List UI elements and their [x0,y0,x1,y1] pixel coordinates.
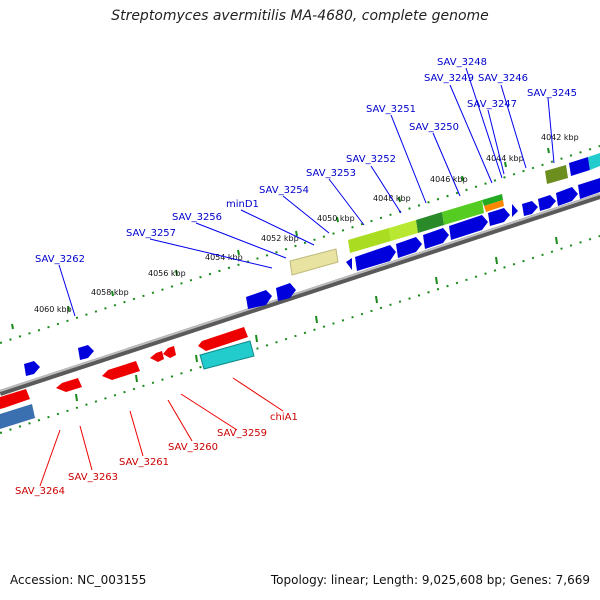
gene-feature[interactable] [488,208,510,226]
tick-4054 [237,249,240,256]
scale-label: 4052 kbp [261,234,299,243]
scale-label: 4050 kbp [317,214,355,223]
gene-label-sav-3259[interactable]: SAV_3259 [217,428,267,439]
callouts-forward [58,67,555,317]
gene-feature[interactable] [396,237,422,258]
gene-label-sav-3248[interactable]: SAV_3248 [437,57,487,68]
gene-feature[interactable] [522,201,538,216]
gene-label-sav-3247[interactable]: SAV_3247 [467,99,517,110]
gene-label-sav-3253[interactable]: SAV_3253 [306,168,356,179]
gene-feature[interactable] [24,361,40,376]
gene-feature[interactable] [0,404,35,429]
map-title: Streptomyces avermitilis MA-4680, comple… [111,8,489,24]
major-ticks-forward [11,147,550,330]
gene-label-sav-3246[interactable]: SAV_3246 [478,73,528,84]
scale-label: 4042 kbp [541,133,579,142]
gene-feature[interactable] [416,212,444,233]
gene-label-sav-3260[interactable]: SAV_3260 [168,442,218,453]
gene-label-sav-3256[interactable]: SAV_3256 [172,212,222,223]
gene-feature[interactable] [348,228,391,253]
gene-label-sav-3249[interactable]: SAV_3249 [424,73,474,84]
scale-label: 4056 kbp [148,269,186,278]
gene-feature[interactable] [346,258,352,270]
gene-feature[interactable] [588,153,600,170]
forward-gene-labels: SAV_3248 SAV_3249 SAV_3246 SAV_3245 SAV_… [35,57,577,265]
gene-feature[interactable] [569,157,590,176]
gene-feature[interactable] [556,187,578,206]
genome-summary-label: Topology: linear; Length: 9,025,608 bp; … [270,573,590,587]
scale-label: 4054 kbp [205,253,243,262]
tick-4044 [504,161,507,168]
gene-label-sav-3264[interactable]: SAV_3264 [15,486,65,497]
tick-4060 [67,305,70,312]
gene-label-sav-3254[interactable]: SAV_3254 [259,185,309,196]
gene-feature[interactable] [442,200,484,225]
gene-label-chia1[interactable]: chiA1 [270,412,298,423]
gene-feature[interactable] [198,327,248,351]
gene-label-sav-3252[interactable]: SAV_3252 [346,154,396,165]
scale-label: 4060 kbp [34,305,72,314]
gene-feature[interactable] [423,228,449,249]
scale-label: 4046 kbp [430,175,468,184]
gene-feature[interactable] [102,361,140,380]
gene-feature[interactable] [56,378,82,392]
gene-label-mind1[interactable]: minD1 [226,199,259,210]
gene-label-sav-3251[interactable]: SAV_3251 [366,104,416,115]
gene-label-sav-3245[interactable]: SAV_3245 [527,88,577,99]
callouts-reverse [39,377,284,487]
accession-label: Accession: NC_003155 [10,573,147,587]
gene-feature[interactable] [484,200,504,212]
gene-feature[interactable] [538,195,556,211]
gene-feature[interactable] [150,351,164,362]
gene-label-sav-3261[interactable]: SAV_3261 [119,457,169,468]
reverse-genes [0,327,255,429]
forward-genes [24,153,600,376]
tick-4052 [295,230,298,237]
gene-label-sav-3263[interactable]: SAV_3263 [68,472,118,483]
gene-feature[interactable] [78,345,94,360]
scale-label: 4044 kbp [486,154,524,163]
reverse-gene-labels: chiA1 SAV_3259 SAV_3260 SAV_3261 SAV_326… [15,412,298,497]
gene-feature[interactable] [246,290,272,309]
gene-label-sav-3250[interactable]: SAV_3250 [409,122,459,133]
gene-feature[interactable] [289,248,339,276]
gene-feature[interactable] [199,340,255,370]
gene-feature[interactable] [389,220,418,241]
gene-feature[interactable] [578,178,600,199]
tick-4048 [398,196,401,203]
tick-4056 [175,269,178,276]
tick-4046 [461,175,464,182]
gene-feature[interactable] [482,194,503,206]
gene-feature[interactable] [512,204,518,217]
gene-feature[interactable] [545,165,568,184]
gene-label-sav-3262[interactable]: SAV_3262 [35,254,85,265]
backbone [0,193,600,396]
gene-label-sav-3257[interactable]: SAV_3257 [126,228,176,239]
tick-4042 [547,147,550,154]
scale-label: 4058 kbp [91,288,129,297]
gene-feature[interactable] [0,389,30,409]
tick-4050 [336,216,339,223]
tick-4058 [111,290,114,297]
gene-feature[interactable] [276,283,296,301]
gene-feature[interactable] [355,245,396,271]
scale-track-forward [0,145,600,344]
gene-feature[interactable] [163,346,176,358]
major-ticks-reverse [15,236,558,422]
gene-feature[interactable] [449,215,488,240]
